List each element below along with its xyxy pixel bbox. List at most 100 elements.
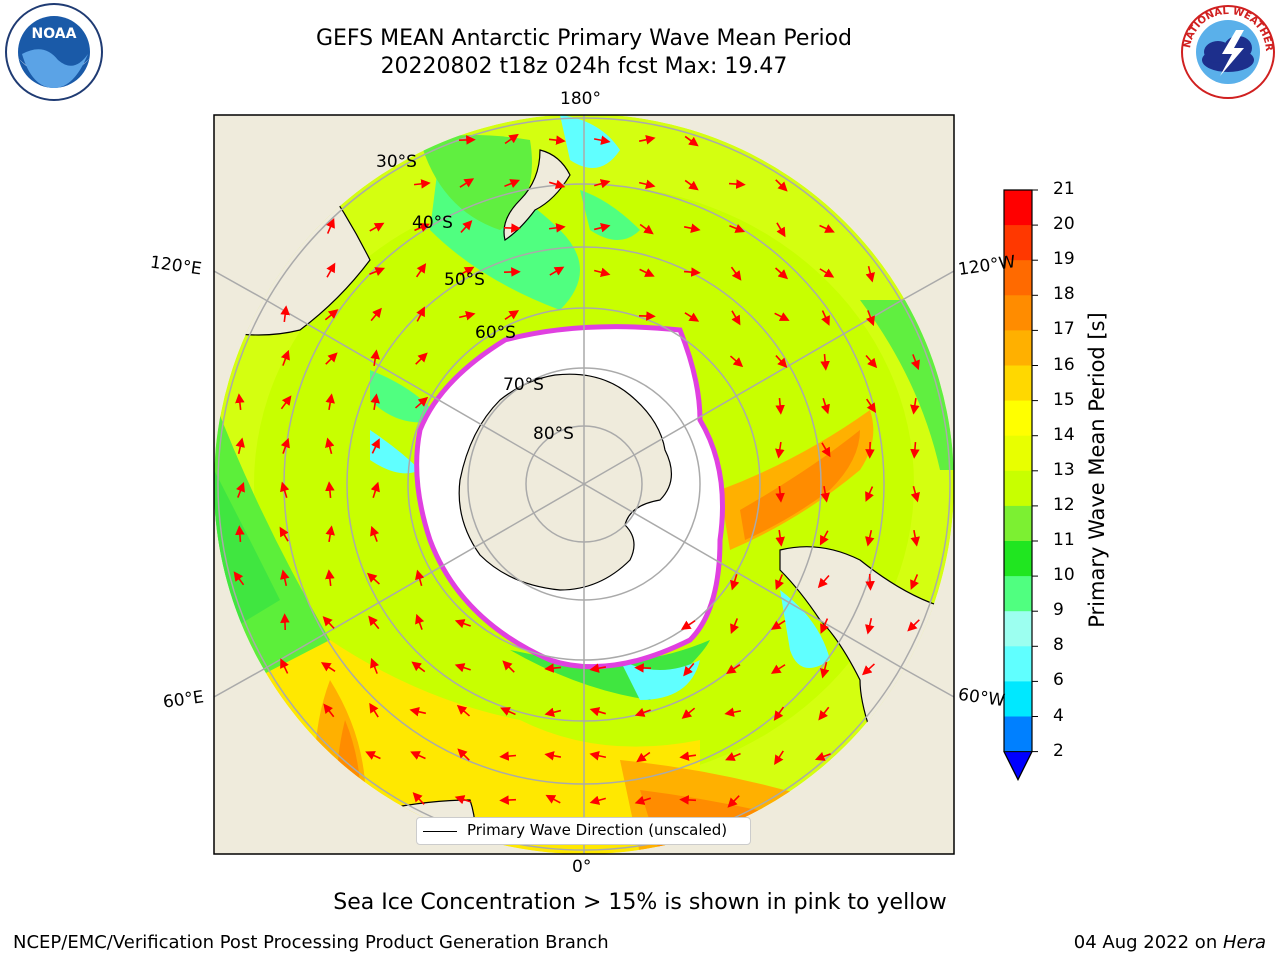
colorbar-tick-label: 12 <box>1053 494 1075 515</box>
wave-direction-arrow <box>820 485 830 503</box>
colorbar-segment <box>1004 435 1032 472</box>
wave-direction-arrow <box>415 613 425 630</box>
footer-date: 04 Aug 2022 on Hera <box>1074 932 1266 953</box>
colorbar <box>1003 189 1038 781</box>
wave-direction-arrow <box>775 397 785 415</box>
noaa-logo-icon: NOAA <box>5 3 103 101</box>
wave-direction-arrow <box>819 268 835 278</box>
colorbar-segment <box>1004 330 1032 366</box>
wave-direction-arrow <box>454 795 471 805</box>
wave-direction-arrow <box>459 178 475 188</box>
wave-direction-arrow <box>233 571 245 586</box>
legend <box>416 817 751 845</box>
wave-direction-arrow <box>415 352 428 365</box>
wave-direction-arrow <box>235 393 245 411</box>
wave-direction-arrow <box>775 355 788 368</box>
wave-direction-arrow <box>370 393 380 411</box>
wave-direction-arrow <box>683 267 701 277</box>
wave-direction-arrow <box>544 707 562 717</box>
wave-direction-arrow <box>730 266 742 281</box>
wave-direction-arrow <box>729 355 744 368</box>
wave-direction-arrow <box>454 619 471 629</box>
wave-direction-arrow <box>280 305 290 323</box>
wave-direction-arrow <box>325 437 335 455</box>
wave-direction-arrow <box>589 795 606 805</box>
wave-direction-arrow <box>325 393 335 411</box>
wave-direction-arrow <box>774 312 790 321</box>
wave-direction-arrow <box>865 617 875 635</box>
wave-direction-arrow <box>910 574 919 590</box>
colorbar-tick-label: 18 <box>1053 284 1075 305</box>
wave-direction-arrow <box>235 525 245 543</box>
lon-label-0: 0° <box>572 857 592 877</box>
wave-direction-arrow <box>818 706 830 721</box>
wave-direction-arrow <box>414 223 430 232</box>
wave-direction-arrow <box>773 706 785 721</box>
wave-direction-arrow <box>634 795 651 805</box>
wave-direction-arrow <box>235 481 245 498</box>
wave-direction-arrow <box>775 485 785 503</box>
colorbar-segment <box>1004 190 1032 226</box>
wave-direction-arrow <box>684 179 699 191</box>
wave-direction-arrow <box>279 526 289 542</box>
wave-direction-arrow <box>865 486 874 502</box>
wave-direction-arrow <box>369 222 385 232</box>
colorbar-segment <box>1004 260 1032 296</box>
wave-direction-arrow <box>817 574 830 589</box>
lat-label-60s: 60°S <box>475 323 516 343</box>
colorbar-tick-label: 21 <box>1053 179 1075 199</box>
colorbar-tick-label: 17 <box>1053 319 1075 340</box>
wave-direction-arrow <box>325 525 335 543</box>
wave-direction-arrow <box>457 748 470 761</box>
wave-direction-arrow <box>458 311 476 321</box>
wave-direction-arrow <box>820 661 830 679</box>
wave-direction-arrow <box>907 619 920 632</box>
wave-direction-arrow <box>326 218 335 234</box>
wave-direction-arrow <box>820 618 829 634</box>
wave-direction-arrow <box>548 135 566 145</box>
colorbar-segment <box>1004 541 1032 577</box>
wave-direction-arrow <box>589 663 607 673</box>
wave-direction-arrow <box>727 795 740 808</box>
wave-direction-arrow <box>775 179 788 192</box>
caption: Sea Ice Concentration > 15% is shown in … <box>333 890 947 915</box>
wave-direction-arrow <box>454 663 471 673</box>
wave-direction-arrow <box>499 751 517 761</box>
wave-direction-arrow <box>728 179 746 189</box>
wave-direction-arrow <box>683 662 695 677</box>
wave-direction-arrow <box>415 569 425 586</box>
colorbar-segment <box>1004 225 1032 261</box>
wave-direction-arrow <box>367 572 380 585</box>
wave-direction-arrow <box>280 481 290 498</box>
wave-direction-arrow <box>499 795 517 805</box>
footer-date-text: 04 Aug 2022 on <box>1073 932 1223 953</box>
wave-direction-arrow <box>370 525 380 542</box>
colorbar-tick-label: 16 <box>1053 354 1075 375</box>
colorbar-segment <box>1004 295 1032 331</box>
wave-direction-arrow <box>504 310 520 320</box>
wave-direction-arrow <box>365 751 381 760</box>
wave-direction-arrow <box>369 267 386 276</box>
wave-direction-arrow <box>545 794 561 804</box>
colorbar-segment <box>1004 365 1032 402</box>
wave-direction-arrow <box>326 262 336 278</box>
wave-direction-arrow <box>500 707 516 716</box>
wave-direction-arrow <box>589 751 607 761</box>
nws-logo-icon: NATIONAL WEATHER SERVICE <box>1178 2 1275 99</box>
wave-direction-arrow <box>865 354 878 369</box>
map-frame <box>213 114 955 855</box>
wave-direction-arrow <box>235 437 245 455</box>
wave-period-field <box>214 115 954 854</box>
colorbar-tick-label: 2 <box>1053 740 1064 761</box>
wave-direction-arrow <box>325 352 338 365</box>
wave-direction-arrow <box>683 223 701 233</box>
wave-direction-arrow <box>862 663 875 676</box>
wave-direction-arrow <box>865 398 877 413</box>
wave-direction-arrow <box>544 663 562 673</box>
wave-direction-arrow <box>910 486 920 503</box>
wave-direction-arrow <box>729 223 746 233</box>
colorbar-segment <box>1004 400 1032 437</box>
colorbar-segment <box>1004 681 1032 717</box>
chart-title: GEFS MEAN Antarctic Primary Wave Mean Pe… <box>315 26 853 51</box>
